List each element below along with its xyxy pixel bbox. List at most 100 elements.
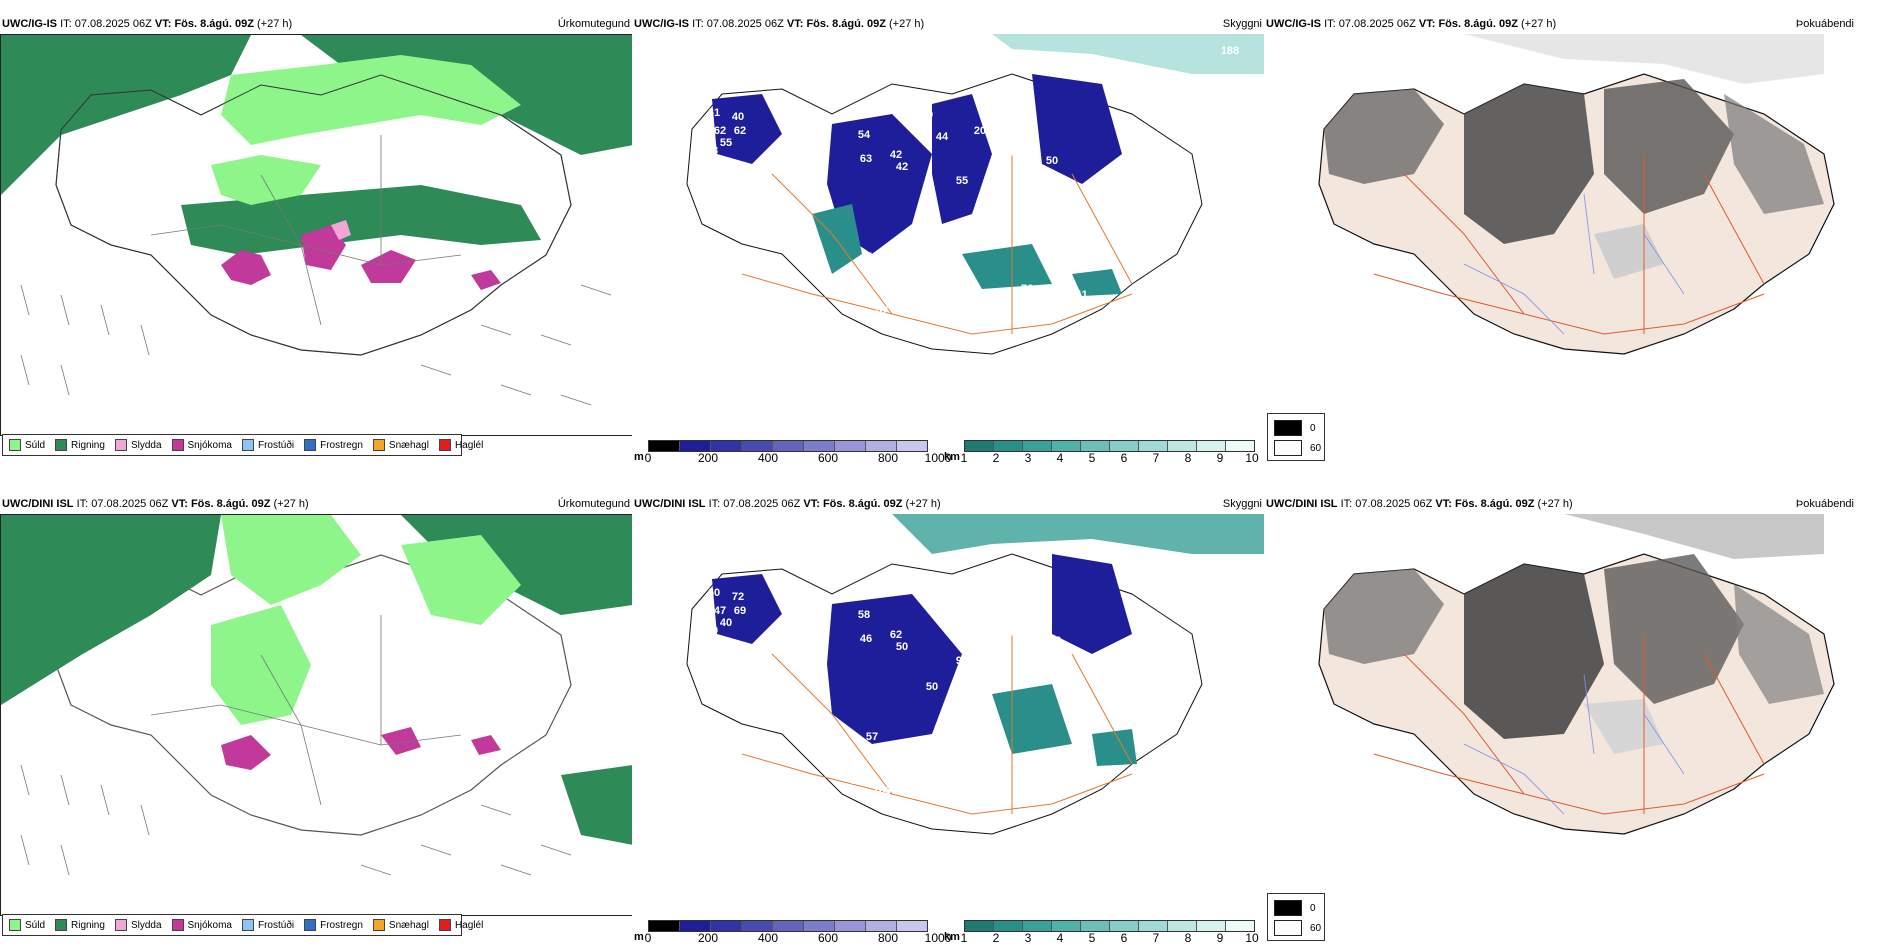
row2-visibility-panel: UWC/DINI ISL IT: 07.08.2025 06Z VT: Fös.…: [632, 492, 1264, 944]
visibility-colorbar: km 1 2 3 4 5 6 7 8 9 10: [944, 440, 1264, 464]
swatch: [1274, 420, 1302, 436]
fog-area: [1324, 89, 1444, 184]
lead-time: (+27 h): [905, 498, 941, 510]
roads: [1373, 154, 1765, 335]
visibility-value-label: 128: [781, 63, 799, 75]
lead-time: (+27 h): [1520, 18, 1557, 30]
visibility-value-label: 109: [933, 611, 951, 623]
fog-legend: 0 60: [1267, 413, 1325, 461]
rain-area: [561, 765, 632, 845]
swatch: [55, 919, 68, 931]
visibility-value-label: 159: [851, 775, 869, 787]
vt-value: Fös. 8.ágú. 09Z: [174, 18, 254, 30]
fog-legend: 0 60: [1267, 893, 1325, 941]
visibility-value-label: 90: [956, 655, 968, 667]
legend-label: Frostregn: [320, 439, 363, 451]
field-name: Úrkomutegund: [557, 18, 630, 30]
roads: [741, 634, 1133, 815]
visibility-value-label: 58: [858, 609, 870, 621]
fog-area: [1464, 564, 1604, 739]
vt-value: Fös. 8.ágú. 09Z: [190, 498, 271, 510]
row1-fog-panel: UWC/IG-IS IT: 07.08.2025 06Z VT: Fös. 8.…: [1264, 12, 1900, 464]
lead-time: (+27 h): [256, 18, 293, 30]
low-visibility-area: [1032, 74, 1122, 184]
visibility-value-label: 40: [732, 111, 744, 123]
tick-label: 9: [1216, 931, 1224, 944]
drizzle-area: [221, 55, 521, 145]
legend-label: Snæhagl: [388, 919, 429, 931]
panel-header: UWC/DINI ISL IT: 07.08.2025 06Z VT: Fös.…: [0, 496, 632, 512]
it-label: IT:: [692, 18, 704, 30]
visibility-value-label: 55: [720, 137, 732, 149]
legend-label: Snæhagl: [388, 439, 429, 451]
wind-barbs: [20, 284, 612, 406]
legend-item: Snæhagl: [372, 439, 429, 451]
visibility-value-label: 22: [746, 517, 758, 529]
row1-visibility-panel: UWC/IG-IS IT: 07.08.2025 06Z VT: Fös. 8.…: [632, 12, 1264, 464]
fog-band: [892, 514, 1264, 554]
it-label: IT:: [60, 18, 72, 30]
snow-area: [221, 250, 271, 285]
legend-item: Slydda: [114, 919, 162, 931]
tick-label: 5: [1088, 931, 1096, 944]
precip-map: [0, 34, 632, 436]
visibility-value-label: 57: [926, 201, 938, 213]
tick-label: 3: [1024, 451, 1032, 464]
it-value: 07.08.2025 06Z: [723, 498, 801, 510]
it-value: 07.08.2025 06Z: [1355, 498, 1433, 510]
mid-visibility-area: [1092, 729, 1137, 766]
field-name: Þokuábendi: [1795, 498, 1854, 510]
field-name: Skyggni: [1222, 498, 1262, 510]
drizzle-area: [211, 155, 321, 205]
it-label: IT:: [1324, 18, 1336, 30]
visibility-value-label: 47: [714, 605, 726, 617]
swatch: [372, 439, 385, 451]
visibility-unit: km: [944, 451, 960, 463]
roads: [741, 154, 1133, 335]
tick-label: 1000: [924, 451, 952, 464]
legend-label: Slydda: [130, 919, 162, 931]
field-name: Skyggni: [1222, 18, 1262, 30]
it-label: IT:: [708, 498, 721, 510]
visibility-value-label: 72: [732, 591, 744, 603]
tick-label: 600: [817, 451, 839, 464]
height-colorbar: m 0 200 400 600 800 1000: [634, 440, 951, 464]
roads: [150, 135, 462, 326]
visibility-value-label: 61: [708, 107, 720, 119]
visibility-value-label: 50: [896, 641, 908, 653]
visibility-value-label: 730: [743, 37, 761, 49]
tick-label: 7: [1152, 931, 1160, 944]
lead-time: (+27 h): [1537, 498, 1573, 510]
height-cells: [648, 440, 928, 452]
it-value: 07.08.2025 06Z: [706, 18, 784, 30]
visibility-cells: [964, 920, 1255, 932]
mid-visibility-area: [1072, 269, 1122, 296]
swatch: [1274, 900, 1302, 916]
legend-item: Frostúði: [241, 439, 294, 451]
swatch: [241, 919, 254, 931]
tick-label: 0: [644, 451, 652, 464]
swatch: [438, 919, 451, 931]
legend-label: Frostúði: [257, 919, 295, 931]
swatch: [438, 439, 451, 451]
panel-header: UWC/DINI ISL IT: 07.08.2025 06Z VT: Fös.…: [1264, 496, 1900, 512]
it-value: 07.08.2025 06Z: [91, 498, 169, 510]
visibility-value-label: 76: [1021, 283, 1033, 295]
rivers: [1463, 193, 1685, 335]
panel-header: UWC/IG-IS IT: 07.08.2025 06Z VT: Fös. 8.…: [0, 16, 632, 32]
visibility-value-label: 42: [890, 149, 902, 161]
visibility-value-label: 55: [776, 145, 788, 157]
visibility-value-label: 158: [923, 277, 941, 289]
visibility-value-label: 62: [734, 125, 746, 137]
tick-label: 1000: [924, 931, 952, 944]
legend-item: Snjókoma: [171, 919, 232, 931]
fog-legend-item: 60: [1274, 920, 1321, 936]
legend-label: Rigning: [71, 919, 105, 931]
legend-label: 0: [1310, 422, 1316, 434]
low-visibility-area: [932, 94, 992, 224]
legend-label: Slydda: [130, 439, 162, 451]
legend-label: 60: [1310, 922, 1322, 934]
fog-legend-item: 0: [1274, 420, 1316, 436]
